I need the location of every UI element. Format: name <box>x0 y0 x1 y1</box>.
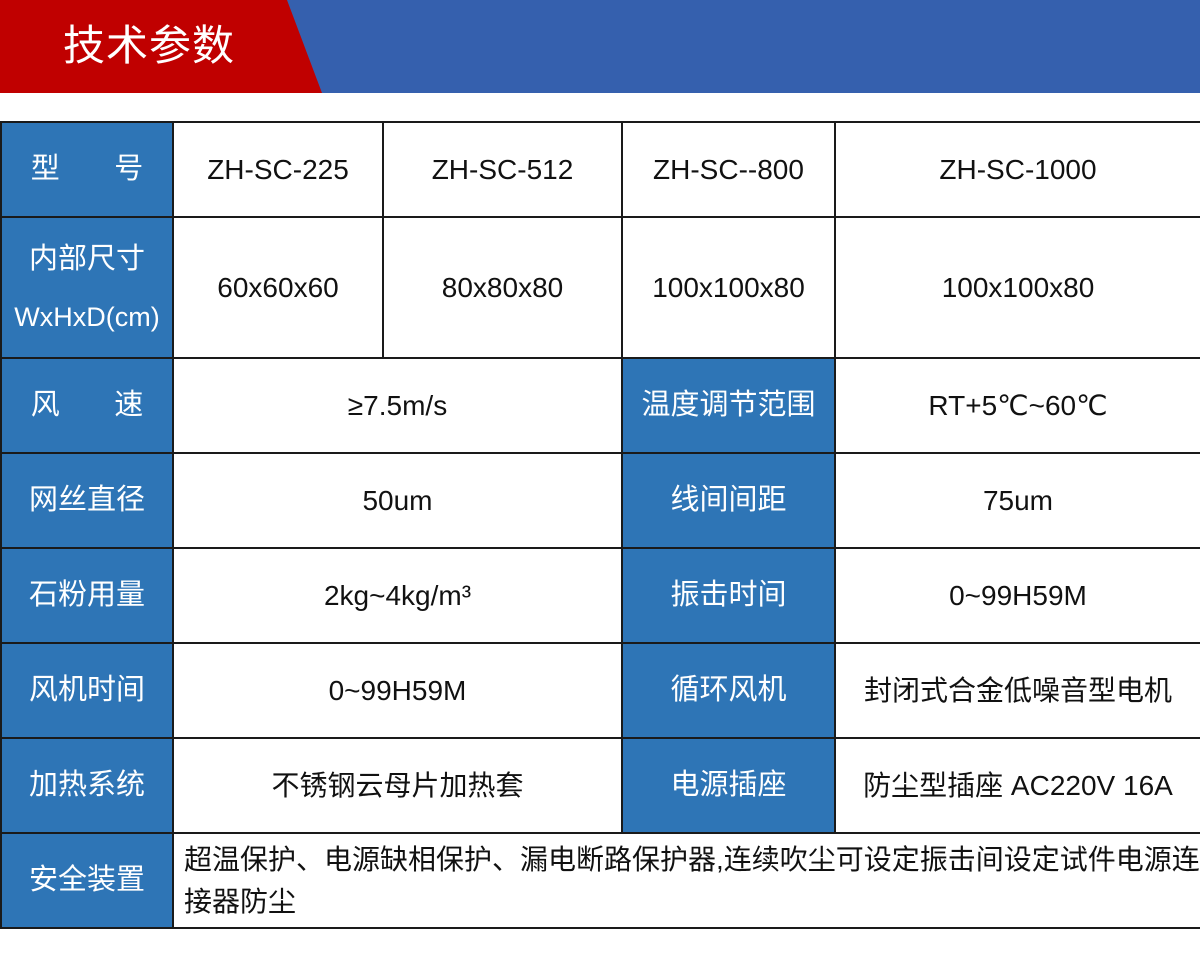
cell-model-3: ZH-SC--800 <box>621 121 836 218</box>
label-text: 内部尺寸 <box>28 242 145 275</box>
cell-power-socket: 防尘型插座 AC220V 16A <box>834 737 1200 834</box>
label-heating: 加热系统 <box>0 737 174 834</box>
label-wind-speed: 风 速 <box>0 357 174 454</box>
table-row-safety: 安全装置 超温保护、电源缺相保护、漏电断路保护器,连续吹尘可设定振击间设定试件电… <box>0 832 1200 929</box>
label-fan-time: 风机时间 <box>0 642 174 739</box>
table-row-model: 型 号 ZH-SC-225 ZH-SC-512 ZH-SC--800 ZH-SC… <box>0 121 1200 218</box>
table-row-wire: 网丝直径 50um 线间间距 75um <box>0 452 1200 549</box>
label-power-socket: 电源插座 <box>621 737 836 834</box>
cell-wire-spacing: 75um <box>834 452 1200 549</box>
table-row-heating: 加热系统 不锈钢云母片加热套 电源插座 防尘型插座 AC220V 16A <box>0 737 1200 834</box>
cell-powder: 2kg~4kg/m³ <box>172 547 623 644</box>
cell-safety: 超温保护、电源缺相保护、漏电断路保护器,连续吹尘可设定振击间设定试件电源连接器防… <box>172 832 1200 929</box>
cell-circulation-fan: 封闭式合金低噪音型电机 <box>834 642 1200 739</box>
label-wire-diameter: 网丝直径 <box>0 452 174 549</box>
table-row-inner-size: 内部尺寸 WxHxD(cm) 60x60x60 80x80x80 100x100x… <box>0 216 1200 359</box>
table-row-wind: 风 速 ≥7.5m/s 温度调节范围 RT+5℃~60℃ <box>0 357 1200 454</box>
label-unit: WxHxD(cm) <box>14 301 160 332</box>
label-safety: 安全装置 <box>0 832 174 929</box>
banner-red-tab <box>0 0 322 93</box>
cell-temp-range: RT+5℃~60℃ <box>834 357 1200 454</box>
label-vibration-time: 振击时间 <box>621 547 836 644</box>
cell-size-3: 100x100x80 <box>621 216 836 359</box>
label-temp-range: 温度调节范围 <box>621 357 836 454</box>
label-wire-spacing: 线间间距 <box>621 452 836 549</box>
section-title: 技术参数 <box>63 22 236 69</box>
label-text: 型 号 <box>30 153 144 186</box>
table-row-fan: 风机时间 0~99H59M 循环风机 封闭式合金低噪音型电机 <box>0 642 1200 739</box>
cell-heating: 不锈钢云母片加热套 <box>172 737 623 834</box>
cell-model-1: ZH-SC-225 <box>172 121 384 218</box>
label-powder: 石粉用量 <box>0 547 174 644</box>
cell-size-4: 100x100x80 <box>834 216 1200 359</box>
cell-wire-diameter: 50um <box>172 452 623 549</box>
label-model: 型 号 <box>0 121 174 218</box>
table-row-powder: 石粉用量 2kg~4kg/m³ 振击时间 0~99H59M <box>0 547 1200 644</box>
cell-model-2: ZH-SC-512 <box>382 121 623 218</box>
cell-vibration-time: 0~99H59M <box>834 547 1200 644</box>
cell-model-4: ZH-SC-1000 <box>834 121 1200 218</box>
label-text: 风 速 <box>30 389 144 422</box>
cell-size-1: 60x60x60 <box>172 216 384 359</box>
cell-wind-speed: ≥7.5m/s <box>172 357 623 454</box>
cell-size-2: 80x80x80 <box>382 216 623 359</box>
cell-fan-time: 0~99H59M <box>172 642 623 739</box>
label-inner-size: 内部尺寸 WxHxD(cm) <box>0 216 174 359</box>
label-circulation-fan: 循环风机 <box>621 642 836 739</box>
section-banner: 技术参数 <box>0 0 1200 93</box>
spec-table: 型 号 ZH-SC-225 ZH-SC-512 ZH-SC--800 ZH-SC… <box>0 121 1200 929</box>
